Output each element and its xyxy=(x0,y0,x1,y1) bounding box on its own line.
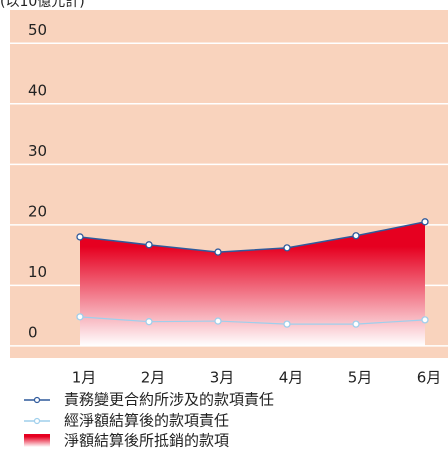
x-tick-label: 1月 xyxy=(72,369,97,387)
series-marker xyxy=(145,318,153,326)
unit-label: (以10億元計) xyxy=(0,0,85,10)
y-tick-label: 30 xyxy=(28,142,47,160)
series-line xyxy=(79,221,426,253)
legend-marker xyxy=(33,396,41,404)
series-marker xyxy=(214,248,222,256)
x-tick-label: 2月 xyxy=(141,369,166,387)
series-marker xyxy=(76,233,84,241)
x-tick-label: 5月 xyxy=(348,369,373,387)
series-marker xyxy=(352,320,360,328)
legend-label: 經淨額結算後的款項責任 xyxy=(64,412,229,430)
legend-swatch xyxy=(24,434,50,447)
series-line xyxy=(79,316,426,325)
series-marker xyxy=(352,232,360,240)
series-marker xyxy=(76,313,84,321)
series-marker xyxy=(421,218,429,226)
y-tick-label: 40 xyxy=(28,81,47,99)
area xyxy=(80,221,425,346)
series-marker xyxy=(283,244,291,252)
y-tick-label: 10 xyxy=(28,263,47,281)
x-tick-label: 4月 xyxy=(279,369,304,387)
series-marker xyxy=(283,320,291,328)
series-marker xyxy=(214,317,222,325)
x-tick-label: 6月 xyxy=(417,369,442,387)
y-tick-label: 0 xyxy=(28,323,38,341)
x-tick-label: 3月 xyxy=(210,369,235,387)
y-tick-label: 20 xyxy=(28,202,47,220)
legend-label: 淨額結算後所抵銷的款項 xyxy=(64,432,229,450)
y-tick-label: 50 xyxy=(28,21,47,39)
series-marker xyxy=(145,241,153,249)
series-marker xyxy=(421,316,429,324)
legend-marker xyxy=(33,417,41,425)
legend-label: 責務變更合約所涉及的款項責任 xyxy=(64,391,274,409)
